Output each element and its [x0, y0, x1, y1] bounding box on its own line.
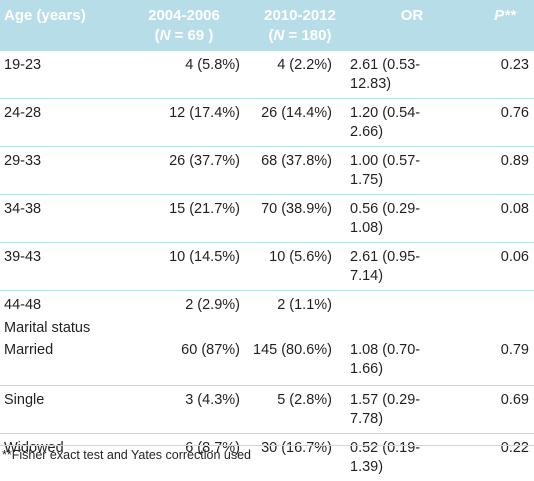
header-n-symbol: N	[273, 27, 285, 44]
cell-2010-2012: 145 (80.6%)	[253, 342, 332, 358]
table-header: Age (years) 2004-2006 (N = 69 ) 2010-201…	[0, 0, 534, 50]
cell-2004-2006: 10 (14.5%)	[169, 249, 240, 265]
cell-or: 1.20 (0.54- 2.66)	[350, 104, 450, 142]
row-label: Married	[4, 342, 54, 358]
cell-2004-2006: 2 (2.9%)	[185, 297, 240, 313]
or-line-1: 2.61 (0.95-	[350, 249, 421, 265]
or-line-1: 0.52 (0.19-	[350, 440, 421, 456]
header-n-open: (	[154, 27, 160, 44]
cell-or: 2.61 (0.95- 7.14)	[350, 248, 450, 286]
header-n-value: = 69 )	[170, 27, 214, 44]
or-line-1: 1.00 (0.57-	[350, 153, 421, 169]
cell-2010-2012: 4 (2.2%)	[277, 57, 332, 73]
header-period-label: 2004-2006	[148, 7, 220, 24]
row-label: 44-48	[4, 297, 42, 313]
cell-or: 1.08 (0.70- 1.66)	[350, 341, 450, 379]
table-row: 19-23 4 (5.8%) 4 (2.2%) 2.61 (0.53- 12.8…	[0, 50, 534, 98]
header-period-n: (N = 180)	[244, 26, 356, 46]
cell-2010-2012: 70 (38.9%)	[261, 201, 332, 217]
row-label: 29-33	[4, 153, 42, 169]
cell-p: 0.89	[500, 153, 529, 169]
or-line-2: 12.83)	[350, 76, 392, 92]
cell-or: 2.61 (0.53- 12.83)	[350, 56, 450, 94]
row-label: 34-38	[4, 201, 42, 217]
table-row: Single 3 (4.3%) 5 (2.8%) 1.57 (0.29- 7.7…	[0, 385, 534, 433]
cell-or: 1.57 (0.29- 7.78)	[350, 391, 450, 429]
section-label-marital-status: Marital status	[4, 320, 91, 336]
header-age: Age (years)	[4, 7, 86, 24]
cell-2004-2006: 6 (8.7%)	[185, 440, 240, 456]
table-row: Widowed 6 (8.7%) 30 (16.7%) 0.52 (0.19- …	[0, 433, 534, 481]
cell-p: 0.22	[500, 440, 529, 456]
cell-2010-2012: 5 (2.8%)	[277, 392, 332, 408]
section-row: Marital status	[0, 319, 534, 339]
header-period-2004-2006: 2004-2006 (N = 69 )	[128, 6, 240, 46]
table-row: Married 60 (87%) 145 (80.6%) 1.08 (0.70-…	[0, 339, 534, 385]
cell-2004-2006: 3 (4.3%)	[185, 392, 240, 408]
cell-2010-2012: 68 (37.8%)	[261, 153, 332, 169]
header-n-open: (	[268, 27, 274, 44]
cell-2004-2006: 12 (17.4%)	[169, 105, 240, 121]
header-p: P**	[494, 7, 516, 24]
or-line-1: 1.08 (0.70-	[350, 342, 421, 358]
row-label: 19-23	[4, 57, 42, 73]
or-line-1: 2.61 (0.53-	[350, 57, 421, 73]
cell-2004-2006: 15 (21.7%)	[169, 201, 240, 217]
header-period-n: (N = 69 )	[128, 26, 240, 46]
row-label: Single	[4, 392, 45, 408]
cell-or: 1.00 (0.57- 1.75)	[350, 152, 450, 190]
cell-or: 0.56 (0.29- 1.08)	[350, 200, 450, 238]
header-n-value: = 180)	[284, 27, 332, 44]
or-line-2: 1.39)	[350, 459, 384, 475]
row-label: 24-28	[4, 105, 42, 121]
or-line-2: 7.14)	[350, 268, 384, 284]
or-line-2: 1.66)	[350, 361, 384, 377]
row-label: 39-43	[4, 249, 42, 265]
or-line-1: 1.20 (0.54-	[350, 105, 421, 121]
header-period-label: 2010-2012	[264, 7, 336, 24]
cell-2010-2012: 10 (5.6%)	[269, 249, 332, 265]
table-row: 29-33 26 (37.7%) 68 (37.8%) 1.00 (0.57- …	[0, 146, 534, 194]
cell-p: 0.76	[500, 105, 529, 121]
row-label: Widowed	[4, 440, 64, 456]
header-n-symbol: N	[159, 27, 171, 44]
cell-p: 0.69	[500, 392, 529, 408]
or-line-2: 1.08)	[350, 220, 384, 236]
cell-p: 0.79	[500, 342, 529, 358]
table-row: 24-28 12 (17.4%) 26 (14.4%) 1.20 (0.54- …	[0, 98, 534, 146]
cell-2010-2012: 2 (1.1%)	[277, 297, 332, 313]
cell-p: 0.06	[500, 249, 529, 265]
table-row: 39-43 10 (14.5%) 10 (5.6%) 2.61 (0.95- 7…	[0, 242, 534, 290]
cell-2004-2006: 4 (5.8%)	[185, 57, 240, 73]
cell-p: 0.23	[500, 57, 529, 73]
cell-2010-2012: 30 (16.7%)	[261, 440, 332, 456]
or-line-2: 2.66)	[350, 124, 384, 140]
cell-2010-2012: 26 (14.4%)	[261, 105, 332, 121]
or-line-1: 0.56 (0.29-	[350, 201, 421, 217]
header-period-2010-2012: 2010-2012 (N = 180)	[244, 6, 356, 46]
table-footnote: **Fisher exact test and Yates correction…	[2, 448, 251, 462]
cell-2004-2006: 26 (37.7%)	[169, 153, 240, 169]
or-line-1: 1.57 (0.29-	[350, 392, 421, 408]
or-line-2: 7.78)	[350, 411, 384, 427]
cell-2004-2006: 60 (87%)	[181, 342, 240, 358]
header-or: OR	[400, 7, 424, 24]
table-row: 44-48 2 (2.9%) 2 (1.1%)	[0, 290, 534, 319]
or-line-2: 1.75)	[350, 172, 384, 188]
table-bottom-rule	[0, 445, 534, 446]
table-row: 34-38 15 (21.7%) 70 (38.9%) 0.56 (0.29- …	[0, 194, 534, 242]
cell-p: 0.08	[500, 201, 529, 217]
